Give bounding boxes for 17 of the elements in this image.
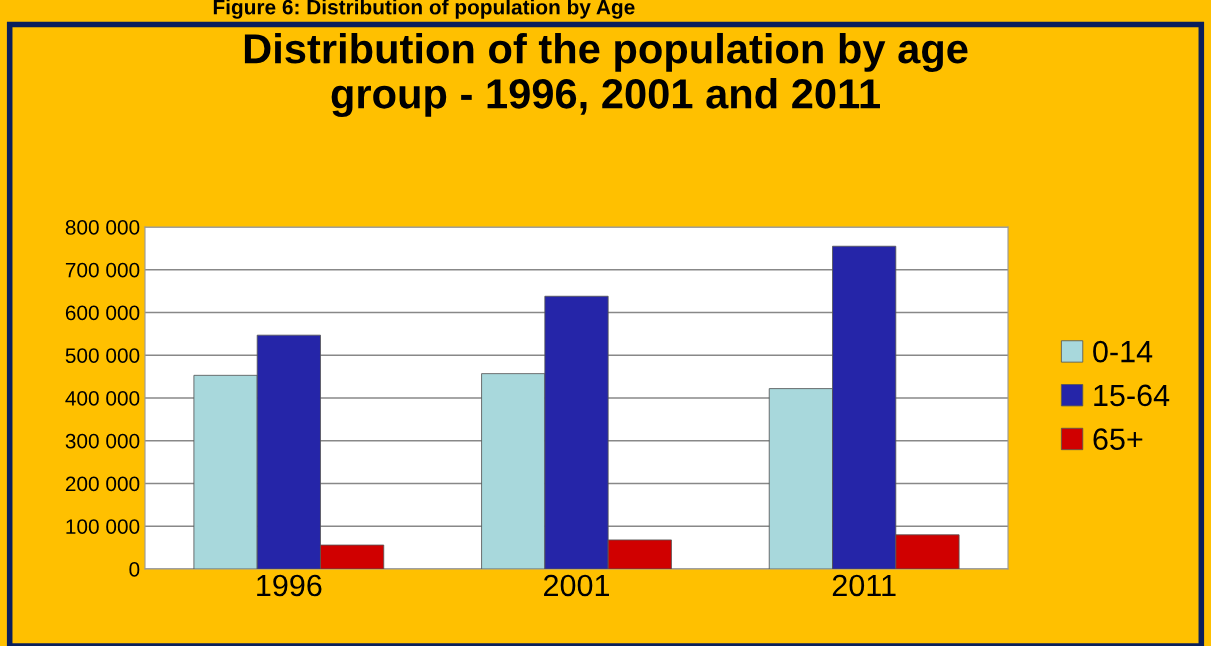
legend-label: 0-14 bbox=[1093, 340, 1153, 363]
y-tick-label: 100 000 bbox=[66, 519, 140, 534]
y-tick-label: 500 000 bbox=[65, 348, 140, 363]
legend-label: 15-64 bbox=[1094, 384, 1170, 407]
y-tick-label: 200 000 bbox=[65, 476, 140, 492]
x-tick-label: 2001 bbox=[544, 574, 609, 597]
chart-title: Distribution of the population by age group - 1996, 2001 and 2011 bbox=[244, 32, 968, 118]
y-tick-label: 0 bbox=[129, 562, 140, 577]
y-tick-label: 600 000 bbox=[65, 305, 140, 321]
caption: Figure 6: Distribution of population by Age bbox=[213, 0, 635, 19]
y-tick-label: 400 000 bbox=[65, 391, 140, 406]
y-tick-label: 700 000 bbox=[65, 262, 140, 278]
legend-label: 65+ bbox=[1093, 428, 1143, 450]
y-tick-label: 800 000 bbox=[65, 220, 140, 235]
x-tick-label: 1996 bbox=[257, 574, 322, 597]
y-tick-label: 300 000 bbox=[65, 433, 140, 449]
x-tick-label: 2011 bbox=[832, 574, 896, 597]
